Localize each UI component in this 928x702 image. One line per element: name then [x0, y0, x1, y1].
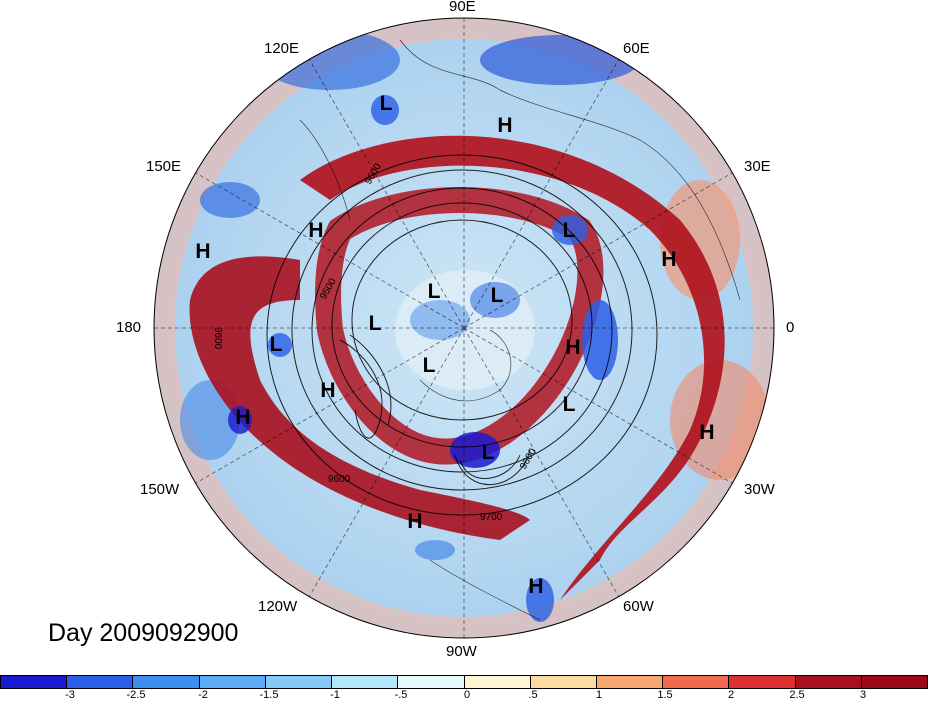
high-pressure-marker: H — [320, 379, 336, 402]
contour-label: 9700 — [480, 512, 503, 523]
colorbar-tick: -3 — [65, 689, 75, 701]
colorbar-cell — [397, 675, 464, 689]
lon-label-120e: 120E — [264, 40, 300, 57]
colorbar-tick: -2 — [198, 689, 208, 701]
low-pressure-marker: L — [490, 284, 504, 307]
colorbar-cell — [529, 675, 596, 689]
colorbar-cell — [331, 675, 398, 689]
high-pressure-marker: H — [235, 406, 251, 429]
low-pressure-marker: L — [422, 354, 436, 377]
high-pressure-marker: H — [407, 510, 423, 533]
low-pressure-marker: L — [379, 92, 393, 115]
map-boundary — [153, 17, 775, 639]
colorbar-tick: 3 — [859, 689, 867, 701]
graticule — [154, 18, 774, 638]
lon-label-30w: 30W — [744, 481, 775, 498]
colorbar-tick: 0 — [463, 689, 471, 701]
high-pressure-marker: H — [497, 114, 513, 137]
high-pressure-marker: H — [699, 421, 715, 444]
colorbar-tick: -1.5 — [259, 689, 279, 701]
colorbar-tick: 2.5 — [789, 689, 805, 701]
low-pressure-marker: L — [562, 393, 576, 416]
colorbar-cell — [595, 675, 663, 689]
colorbar-tick: -2.5 — [126, 689, 146, 701]
high-pressure-marker: H — [195, 240, 211, 263]
lon-label-90e: 90E — [449, 0, 476, 15]
anomaly-field — [154, 18, 774, 638]
colorbar-cell — [463, 675, 530, 689]
high-pressure-marker: H — [661, 248, 677, 271]
lon-label-180: 180 — [116, 319, 142, 336]
contour-label: 9600 — [212, 327, 223, 350]
lon-label-60e: 60E — [623, 40, 650, 57]
colorbar-tick: 1 — [595, 689, 603, 701]
colorbar-tick: 1.5 — [657, 689, 673, 701]
colorbar-cell — [662, 675, 729, 689]
colorbar-cell — [794, 675, 861, 689]
lon-label-0: 0 — [786, 319, 795, 336]
colorbar — [0, 675, 928, 689]
colorbar-cell — [728, 675, 795, 689]
low-pressure-marker: L — [368, 312, 382, 335]
high-pressure-marker: H — [308, 219, 324, 242]
contour-label: 9600 — [328, 474, 351, 485]
low-pressure-marker: L — [562, 219, 576, 242]
lon-label-90w: 90W — [446, 643, 477, 660]
low-pressure-marker: L — [269, 333, 283, 356]
colorbar-tick: -.5 — [394, 689, 408, 701]
lon-label-60w: 60W — [623, 598, 654, 615]
low-pressure-marker: L — [481, 441, 495, 464]
colorbar-cell — [264, 675, 332, 689]
lon-label-150e: 150E — [146, 158, 182, 175]
colorbar-cell — [860, 675, 928, 689]
colorbar-cell — [66, 675, 133, 689]
colorbar-cell — [132, 675, 199, 689]
colorbar-tick: .5 — [528, 689, 538, 701]
colorbar-cell — [0, 675, 67, 689]
low-pressure-marker: L — [427, 280, 441, 303]
high-pressure-marker: H — [528, 575, 544, 598]
lon-label-150w: 150W — [140, 481, 180, 498]
lon-label-30e: 30E — [744, 158, 771, 175]
colorbar-tick: -1 — [330, 689, 340, 701]
lon-label-120w: 120W — [258, 598, 298, 615]
colorbar-cell — [198, 675, 265, 689]
geopotential-contours — [266, 154, 658, 516]
colorbar-tick: 2 — [727, 689, 735, 701]
high-pressure-marker: H — [565, 336, 581, 359]
day-label: Day 2009092900 — [48, 619, 239, 647]
